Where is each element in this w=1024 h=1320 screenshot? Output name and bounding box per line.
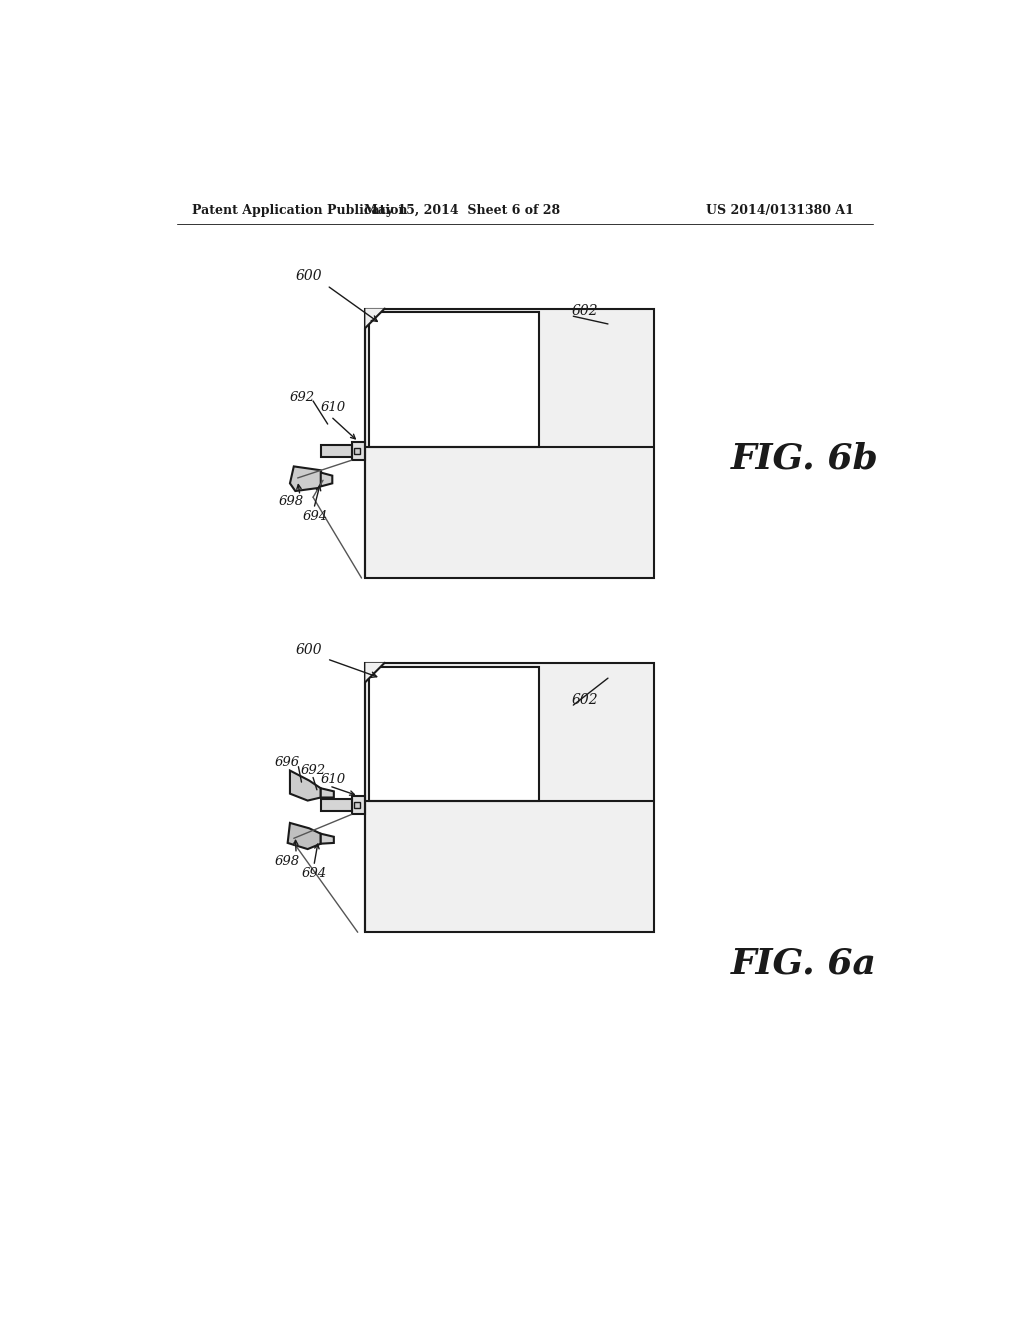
Text: May 15, 2014  Sheet 6 of 28: May 15, 2014 Sheet 6 of 28	[364, 205, 560, 218]
Text: 602: 602	[571, 693, 598, 706]
Polygon shape	[366, 663, 385, 682]
Text: US 2014/0131380 A1: US 2014/0131380 A1	[707, 205, 854, 218]
Text: FIG. 6a: FIG. 6a	[731, 946, 877, 979]
Polygon shape	[290, 771, 321, 800]
Bar	[351, 796, 366, 814]
Bar	[321, 445, 351, 457]
Polygon shape	[321, 834, 334, 843]
Polygon shape	[321, 788, 334, 797]
Bar	[370, 667, 539, 801]
Text: 692: 692	[290, 391, 314, 404]
Text: FIG. 6b: FIG. 6b	[731, 442, 879, 475]
Text: 694: 694	[303, 510, 328, 523]
Bar	[366, 309, 654, 578]
Bar	[354, 447, 360, 454]
Text: Patent Application Publication: Patent Application Publication	[193, 205, 408, 218]
Bar	[351, 442, 366, 461]
Bar	[321, 799, 351, 812]
Polygon shape	[366, 309, 385, 327]
Text: 600: 600	[296, 643, 323, 656]
Text: 698: 698	[274, 855, 299, 869]
Bar	[354, 803, 360, 808]
Text: 694: 694	[301, 867, 327, 880]
Text: 698: 698	[279, 495, 303, 508]
Polygon shape	[321, 473, 333, 487]
Text: 602: 602	[571, 304, 598, 318]
Bar	[370, 313, 539, 447]
Text: 610: 610	[321, 774, 346, 787]
Text: 692: 692	[300, 764, 326, 777]
Text: 610: 610	[321, 400, 346, 413]
Polygon shape	[288, 822, 321, 849]
Text: 696: 696	[275, 756, 300, 770]
Bar	[366, 663, 654, 932]
Text: 600: 600	[296, 269, 323, 284]
Polygon shape	[290, 466, 323, 491]
